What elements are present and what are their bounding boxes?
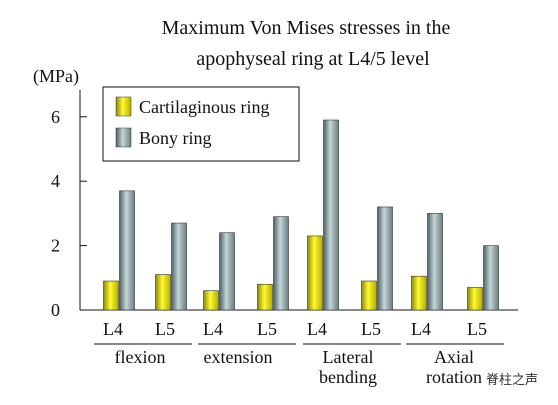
bar-cartilaginous-ring [361,280,377,311]
bar-bony-ring [323,119,339,311]
group-label: Axial [434,347,474,367]
bar-cartilaginous-ring [467,287,483,311]
bar-cartilaginous-ring [103,280,119,311]
bar-bony-ring [219,232,235,311]
x-tick-label: L4 [103,319,123,339]
x-tick-label: L4 [307,319,327,339]
bar-bony-ring [273,216,289,311]
legend-label-cartilaginous-ring: Cartilaginous ring [139,97,269,117]
legend-box [102,86,300,162]
bar-bony-ring [171,222,187,311]
x-tick-label: L5 [467,319,487,339]
legend-label-bony-ring: Bony ring [139,128,212,148]
legend-swatch-bony-ring [115,127,132,148]
y-tick-label: 2 [51,236,60,256]
group-label: rotation [426,367,482,387]
legend: Cartilaginous ring Bony ring [102,86,300,162]
bar-cartilaginous-ring [257,283,273,311]
y-tick-label: 0 [51,300,60,320]
group-label: bending [319,367,377,387]
bar-bony-ring [119,190,135,311]
chart-title-line-1: Maximum Von Mises stresses in the [162,17,451,39]
axes: 0 2 4 6 [51,90,518,320]
group-label: Lateral [323,347,374,367]
bars [103,119,499,311]
x-tick-label: L4 [203,319,223,339]
bar-cartilaginous-ring [307,235,323,311]
x-tick-labels: L4 L5 L4 L5 L4 L5 L4 L5 [103,319,487,339]
bar-bony-ring [483,245,499,311]
group-label: extension [204,347,273,367]
bar-cartilaginous-ring [411,275,427,311]
y-axis-label: (MPa) [33,66,79,87]
x-tick-label: L5 [155,319,175,339]
x-tick-label: L5 [361,319,381,339]
group-label: flexion [115,347,166,367]
legend-swatch-cartilaginous-ring [115,96,132,117]
y-tick-label: 6 [51,107,60,127]
x-tick-label: L5 [257,319,277,339]
bar-bony-ring [377,206,393,311]
bar-bony-ring [427,213,443,311]
bar-cartilaginous-ring [203,290,219,311]
bar-cartilaginous-ring [155,274,171,311]
watermark: 脊柱之声 [486,373,538,388]
chart-title-line-2: apophyseal ring at L4/5 level [196,48,430,70]
x-tick-label: L4 [411,319,431,339]
y-tick-label: 4 [51,171,60,191]
